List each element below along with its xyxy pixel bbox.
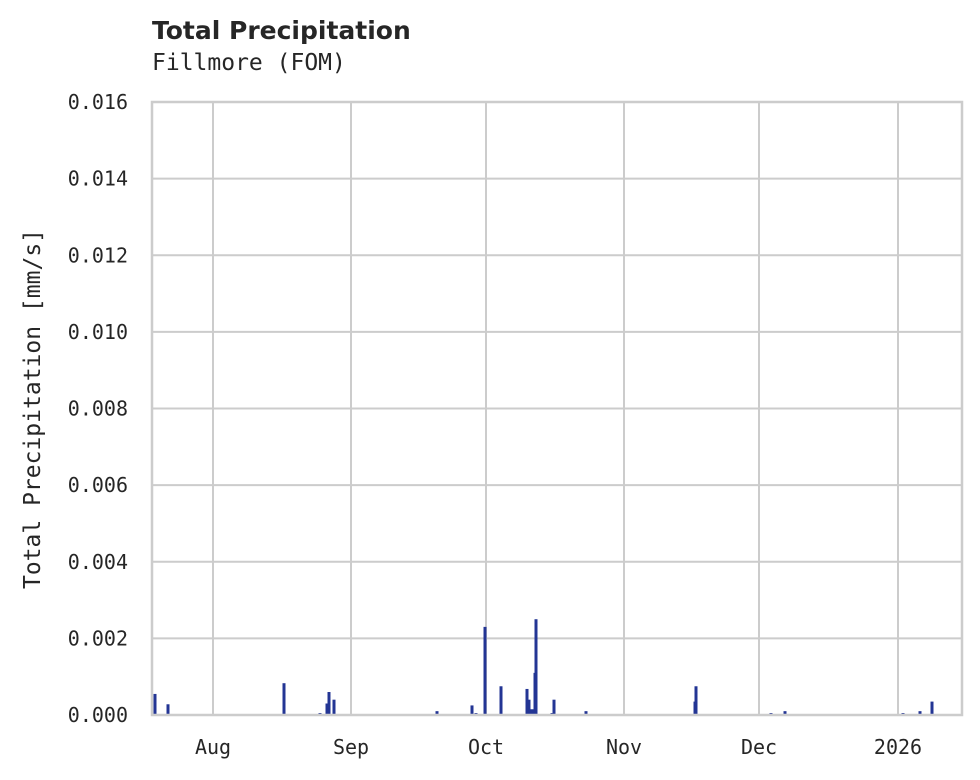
precip-bar xyxy=(470,705,474,715)
chart-subtitle: Fillmore (FOM) xyxy=(152,50,346,76)
precip-bar xyxy=(694,686,698,715)
precipitation-bars xyxy=(153,619,934,715)
precip-bar xyxy=(325,703,329,715)
y-tick-label: 0.006 xyxy=(68,473,128,497)
precip-bar xyxy=(530,709,534,715)
x-tick-label: Aug xyxy=(195,735,231,759)
plot-frame xyxy=(150,100,964,717)
precip-bar xyxy=(483,626,487,715)
precip-bar xyxy=(527,699,531,715)
x-tick-label: Nov xyxy=(606,735,642,759)
x-tick-label: Oct xyxy=(468,735,504,759)
chart-title: Total Precipitation xyxy=(152,16,411,45)
grid-lines xyxy=(152,101,962,716)
x-tick-label: Dec xyxy=(741,735,777,759)
precip-bar xyxy=(435,711,439,715)
x-tick-label: Sep xyxy=(333,735,369,759)
y-tick-label: 0.000 xyxy=(68,703,128,727)
y-tick-label: 0.016 xyxy=(68,90,128,114)
precip-bar xyxy=(166,704,170,715)
precip-bar xyxy=(534,619,538,715)
y-tick-label: 0.012 xyxy=(68,243,128,267)
x-tick-label: 2026 xyxy=(874,735,922,759)
precip-bar xyxy=(525,688,529,715)
precip-bar xyxy=(499,686,503,715)
precip-bar xyxy=(153,693,157,715)
precip-bar xyxy=(930,701,934,715)
precip-bar xyxy=(332,699,336,715)
precip-bar xyxy=(783,711,787,715)
x-axis-ticks: Aug Sep Oct Nov Dec 2026 xyxy=(195,735,922,759)
precip-bar xyxy=(552,699,556,715)
y-tick-label: 0.002 xyxy=(68,626,128,650)
y-tick-label: 0.010 xyxy=(68,320,128,344)
precip-bar xyxy=(918,711,922,715)
y-tick-label: 0.008 xyxy=(68,397,128,421)
precip-bar xyxy=(584,711,588,715)
precip-bar xyxy=(327,692,331,715)
precip-bar xyxy=(282,683,286,715)
y-tick-label: 0.004 xyxy=(68,550,128,574)
y-tick-label: 0.014 xyxy=(68,167,128,191)
y-axis-ticks: 0.000 0.002 0.004 0.006 0.008 0.010 0.012 0.014… xyxy=(68,90,128,727)
